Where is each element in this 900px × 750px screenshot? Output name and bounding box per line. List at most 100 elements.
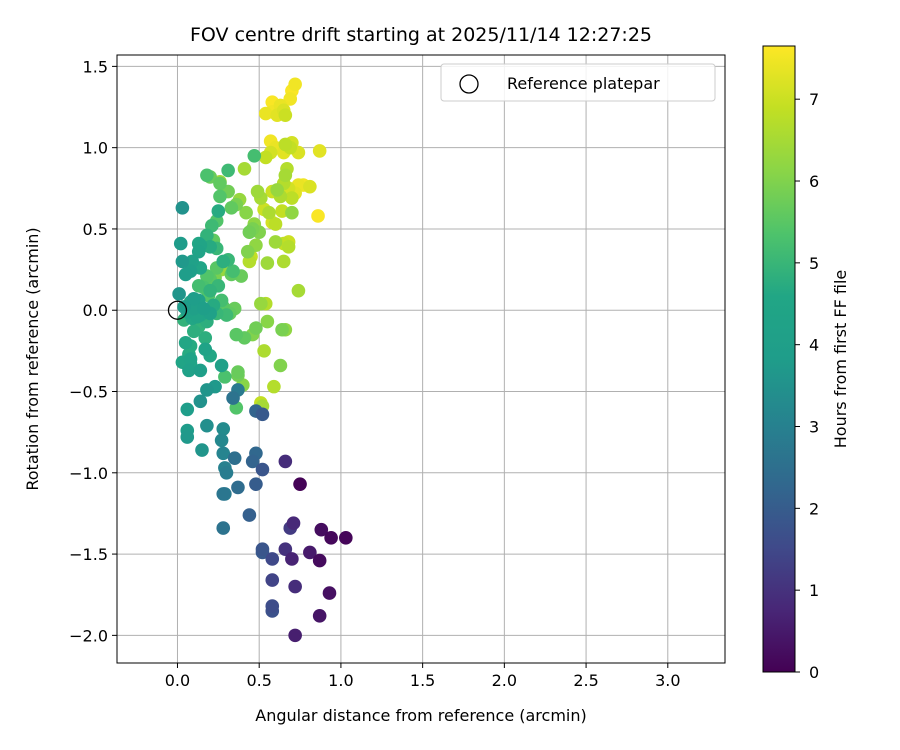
y-tick-label: 0.0 bbox=[83, 301, 108, 320]
scatter-point bbox=[255, 542, 270, 557]
scatter-point bbox=[249, 321, 263, 335]
scatter-point bbox=[213, 189, 227, 204]
x-axis-label: Angular distance from reference (arcmin) bbox=[255, 706, 586, 725]
scatter-point bbox=[268, 235, 283, 249]
scatter-point bbox=[200, 383, 214, 397]
x-tick-label: 0.0 bbox=[165, 671, 190, 690]
scatter-point bbox=[237, 161, 252, 176]
scatter-point bbox=[173, 236, 188, 251]
scatter-point bbox=[200, 418, 214, 433]
y-axis-label: Rotation from reference (arcmin) bbox=[23, 227, 42, 490]
scatter-point bbox=[285, 552, 299, 566]
scatter-point bbox=[227, 451, 242, 465]
scatter-point bbox=[195, 443, 209, 457]
scatter-point bbox=[262, 205, 276, 220]
scatter-point bbox=[191, 244, 206, 259]
scatter-point bbox=[216, 521, 231, 535]
x-tick-label: 2.0 bbox=[492, 671, 517, 690]
scatter-point bbox=[249, 477, 263, 491]
scatter-point bbox=[288, 77, 302, 92]
scatter-point bbox=[285, 191, 299, 205]
scatter-point bbox=[180, 402, 195, 417]
scatter-point bbox=[219, 465, 234, 480]
scatter-point bbox=[293, 477, 307, 491]
y-tick-label: −1.0 bbox=[69, 464, 108, 483]
scatter-point bbox=[193, 394, 208, 409]
scatter-point bbox=[324, 531, 338, 545]
scatter-point bbox=[239, 205, 253, 220]
scatter-point bbox=[182, 363, 196, 378]
scatter-point bbox=[224, 201, 239, 215]
x-tick-label: 0.5 bbox=[246, 671, 271, 690]
scatter-point bbox=[245, 454, 260, 469]
scatter-point bbox=[322, 586, 337, 600]
y-tick-label: −0.5 bbox=[69, 383, 108, 402]
scatter-point bbox=[260, 314, 275, 329]
x-tick-label: 3.0 bbox=[655, 671, 680, 690]
scatter-point bbox=[339, 531, 353, 545]
chart-title: FOV centre drift starting at 2025/11/14 … bbox=[190, 24, 652, 46]
scatter-point bbox=[231, 480, 245, 495]
colorbar-tick-label: 6 bbox=[809, 172, 819, 191]
scatter-point bbox=[273, 358, 288, 373]
scatter-point bbox=[172, 287, 186, 301]
reference-layer bbox=[167, 300, 188, 320]
scatter-point bbox=[281, 240, 296, 254]
scatter-point bbox=[286, 516, 301, 530]
scatter-point bbox=[258, 106, 273, 121]
scatter-point bbox=[177, 300, 191, 314]
scatter-point bbox=[278, 168, 293, 183]
scatter-point bbox=[268, 217, 283, 231]
scatter-point bbox=[255, 407, 270, 422]
scatter-point bbox=[314, 522, 329, 537]
scatter-point bbox=[191, 279, 206, 293]
scatter-point bbox=[203, 283, 217, 298]
scatter-point bbox=[278, 542, 293, 557]
scatter-point bbox=[267, 379, 281, 394]
data-points bbox=[172, 77, 353, 643]
scatter-point bbox=[257, 344, 271, 358]
scatter-point bbox=[213, 176, 227, 191]
scatter-point bbox=[276, 254, 291, 269]
scatter-point bbox=[260, 256, 275, 270]
scatter-point bbox=[196, 301, 211, 316]
scatter-point bbox=[254, 296, 268, 311]
plot-frame bbox=[116, 54, 726, 664]
x-axis-ticks: 0.0 0.5 1.0 1.5 2.0 2.5 3.0 bbox=[165, 663, 681, 690]
scatter-point bbox=[200, 168, 214, 183]
reference-platepar-marker bbox=[167, 300, 188, 320]
scatter-point bbox=[187, 324, 201, 339]
x-tick-label: 1.5 bbox=[410, 671, 435, 690]
y-tick-label: −2.0 bbox=[69, 626, 108, 645]
scatter-point bbox=[278, 454, 293, 469]
scatter-point bbox=[178, 267, 193, 282]
colorbar-tick-label: 0 bbox=[809, 663, 819, 682]
scatter-point bbox=[198, 331, 213, 345]
scatter-point bbox=[311, 209, 325, 223]
colorbar-tick-label: 2 bbox=[809, 499, 819, 518]
y-tick-label: −1.5 bbox=[69, 545, 108, 564]
scatter-point bbox=[231, 365, 245, 379]
y-tick-label: 0.5 bbox=[83, 220, 108, 239]
scatter-point bbox=[216, 254, 231, 269]
x-tick-label: 1.0 bbox=[328, 671, 353, 690]
colorbar-tick-label: 4 bbox=[809, 336, 819, 355]
scatter-point bbox=[250, 184, 265, 199]
colorbar-tick-label: 1 bbox=[809, 581, 819, 600]
scatter-point bbox=[187, 292, 201, 306]
scatter-point bbox=[183, 352, 198, 366]
colorbar-tick-label: 5 bbox=[809, 254, 819, 273]
scatter-point bbox=[216, 487, 231, 501]
scatter-point bbox=[288, 579, 302, 594]
scatter-point bbox=[218, 370, 232, 384]
y-tick-label: 1.5 bbox=[83, 57, 108, 76]
scatter-point bbox=[193, 363, 208, 378]
scatter-point bbox=[278, 137, 293, 152]
scatter-point bbox=[285, 205, 299, 220]
scatter-point bbox=[211, 204, 226, 218]
scatter-point bbox=[278, 108, 293, 122]
scatter-point bbox=[258, 150, 273, 165]
colorbar-ticks: 0 1 2 3 4 5 6 7 bbox=[795, 90, 819, 682]
x-tick-label: 2.5 bbox=[573, 671, 598, 690]
scatter-point bbox=[255, 462, 270, 477]
